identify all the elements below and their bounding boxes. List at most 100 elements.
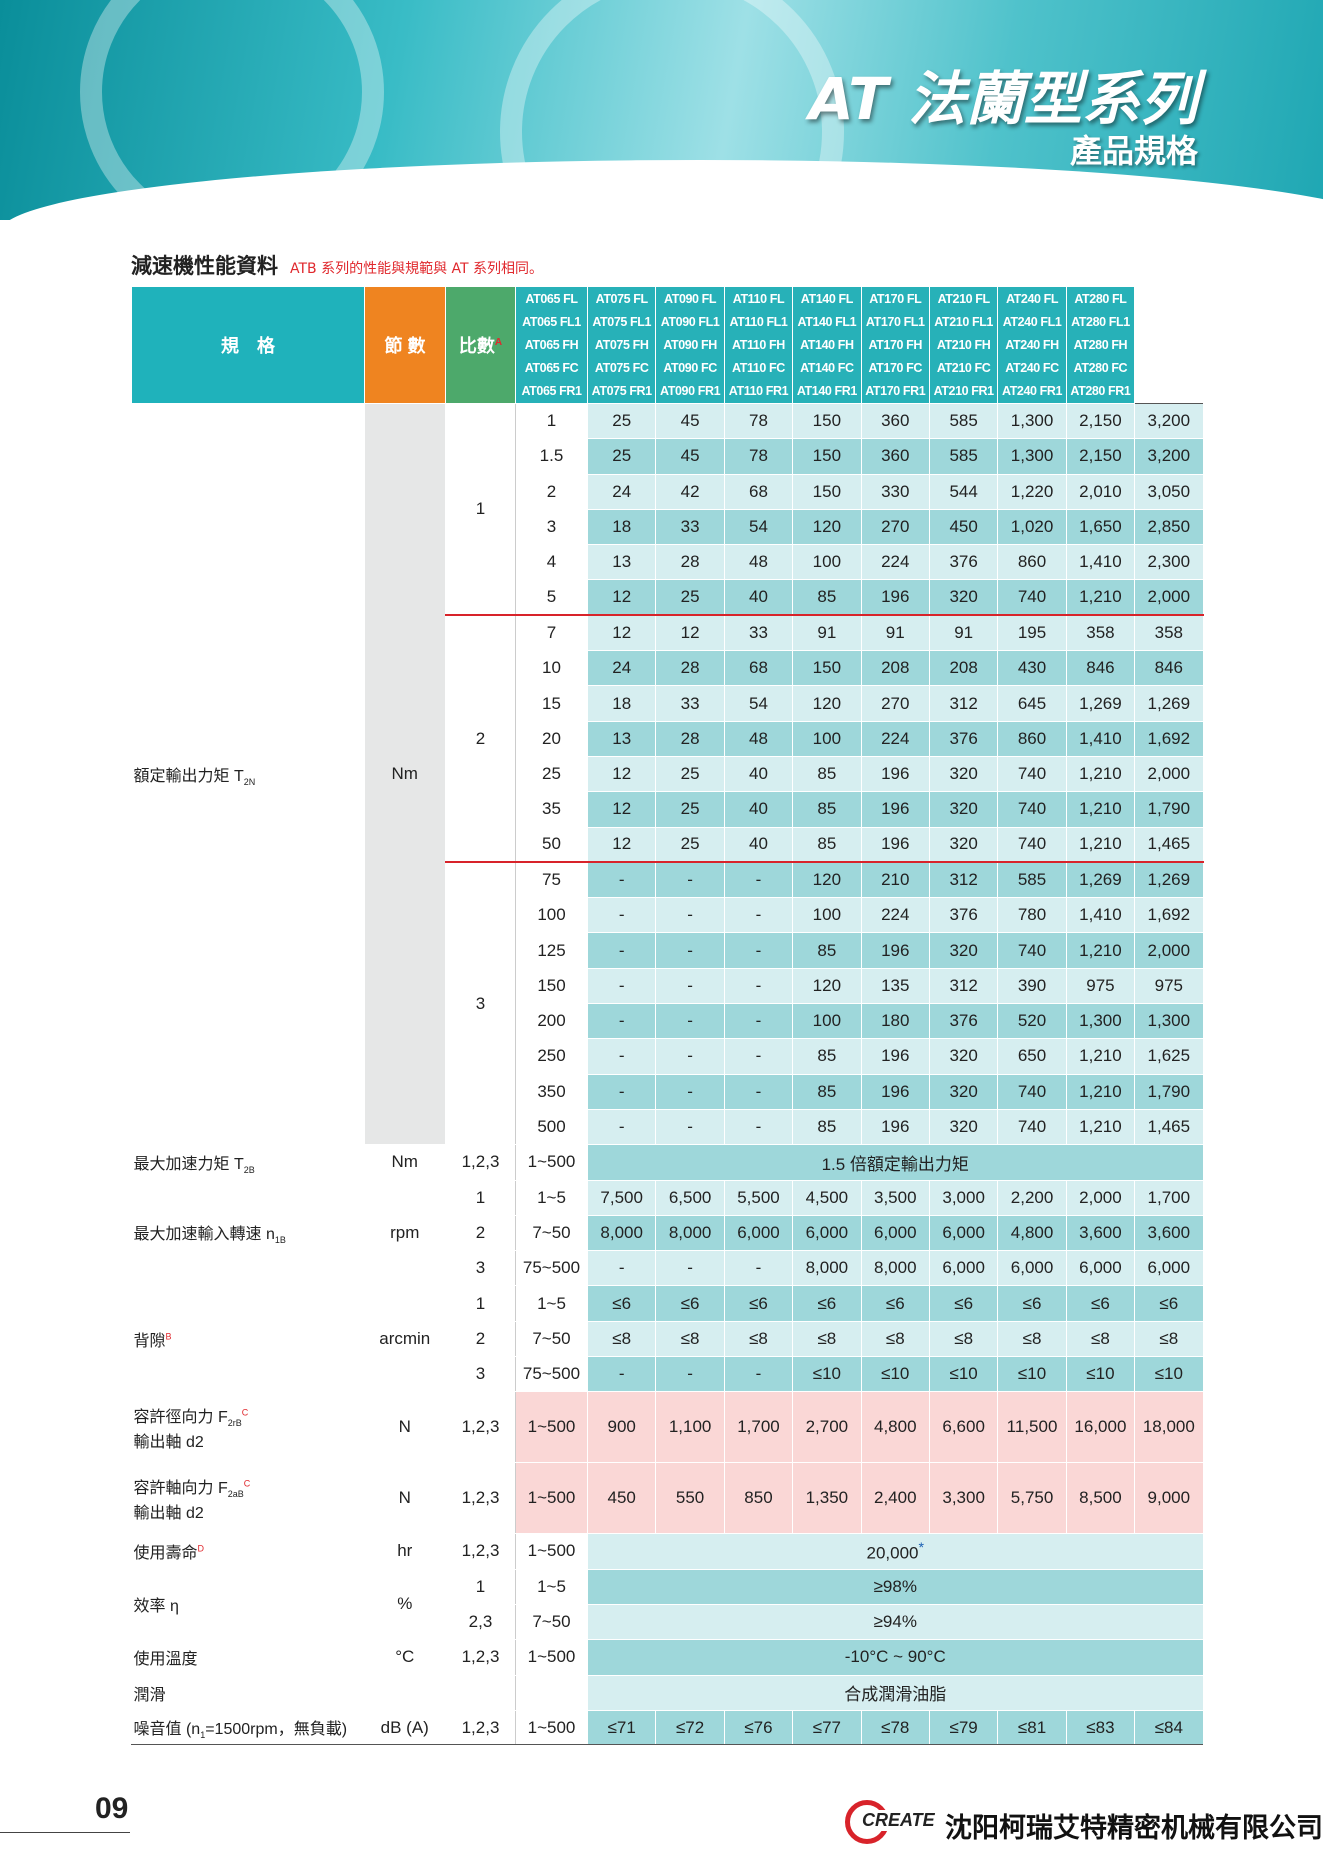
row-label: 使用溫度	[131, 1639, 365, 1676]
model-name: AT170 FL	[869, 291, 922, 306]
value-cell: 846	[1066, 650, 1136, 687]
value-cell: 85	[792, 756, 862, 793]
value-cell: 150	[792, 650, 862, 687]
ratio: 3	[515, 509, 588, 546]
model-name: AT140 FR1	[796, 383, 857, 398]
model-name: AT240 FC	[1005, 360, 1059, 375]
ratio: 7~50	[515, 1215, 588, 1252]
value-cell: 208	[929, 650, 999, 687]
ratio: 25	[515, 756, 588, 793]
label-text: 最大加速輸入轉速 n	[133, 1226, 275, 1244]
value-cell: -	[655, 1038, 725, 1075]
span-text: 合成潤滑油脂	[844, 1685, 947, 1705]
spec-table: 規 格節 數比數A AT065 FL AT065 FL1 AT065 FH AT065 …	[131, 286, 1204, 1747]
model-name: AT090 FC	[663, 360, 717, 375]
value-cell: 312	[929, 685, 999, 722]
value-cell: 376	[929, 544, 999, 581]
stage: 2	[445, 614, 516, 863]
value-cell: ≤76	[724, 1709, 794, 1747]
span-text: 20,000	[866, 1543, 919, 1563]
model-name: AT280 FH	[1073, 337, 1128, 352]
model-name: AT110 FC	[732, 360, 785, 375]
value-cell: 1,410	[1066, 897, 1136, 934]
table-row: 潤滑 合成潤滑油脂	[131, 1674, 1204, 1711]
value-cell: 85	[792, 579, 862, 616]
value-cell: 100	[792, 1003, 862, 1040]
value-cell: ≤83	[1066, 1709, 1136, 1747]
footnote-mark: B	[165, 1331, 172, 1342]
model-name: AT140 FL1	[797, 314, 857, 329]
value-cell: ≤6	[997, 1285, 1067, 1322]
table-row: 額定輸出力矩 T2N Nm 1 1 25 45 78 150 360 585 1,300 2,150 3…	[131, 402, 1204, 1146]
value-cell: 25	[655, 827, 725, 863]
label-subscript: 2N	[243, 776, 256, 787]
value-cell: 2,400	[861, 1462, 930, 1535]
model-name: AT090 FR1	[660, 383, 721, 398]
table-row: 150- - -120 135 312 390 975 975	[132, 968, 1204, 1005]
value-cell: 18	[587, 509, 657, 546]
model-name: AT280 FL	[1074, 291, 1127, 306]
table-row: 500- - -85 196 320 740 1,210 1,465	[132, 1109, 1204, 1146]
stage: 1	[445, 1179, 516, 1216]
label-text: 效率 η	[133, 1598, 179, 1616]
value-cell: 28	[655, 544, 725, 581]
value-cell: 740	[997, 932, 1067, 969]
value-cell: 1,700	[1134, 1179, 1204, 1216]
value-cell: ≤10	[792, 1356, 862, 1393]
stage: 1,2,3	[445, 1391, 516, 1464]
value-cell: 1,625	[1134, 1038, 1204, 1075]
value-cell: ≤6	[587, 1285, 657, 1322]
value-cell: 4,500	[792, 1179, 862, 1216]
value-cell: 1,300	[997, 438, 1067, 475]
value-cell: -	[587, 1003, 657, 1040]
label-text: 額定輸出力矩 T	[133, 767, 244, 785]
value-cell: 320	[929, 827, 999, 863]
value-cell: -	[724, 1003, 794, 1040]
value-cell: -	[655, 1250, 725, 1287]
value-cell: 1,269	[1066, 861, 1136, 899]
value-cell: ≤6	[655, 1285, 725, 1322]
value-cell: ≤6	[1134, 1285, 1204, 1322]
label-text: 噪音值 (n	[133, 1721, 201, 1739]
value-cell: -	[655, 968, 725, 1005]
model-name: AT140 FL	[800, 291, 854, 306]
model-header: AT065 FL AT065 FL1 AT065 FH AT065 FC AT065 F…	[515, 286, 588, 404]
value-cell: 860	[997, 544, 1067, 581]
value-cell: 376	[929, 1003, 999, 1040]
table-row: 2 7~50 8,000 8,000 6,000 6,000 6,000 6,000 4,800…	[132, 1215, 1204, 1252]
ratio	[515, 1674, 588, 1711]
value-cell: 740	[997, 1109, 1067, 1146]
value-cell: 1,790	[1134, 1074, 1204, 1110]
stage: 3	[445, 861, 516, 1146]
value-cell: ≤8	[587, 1321, 657, 1358]
value-cell: 85	[792, 932, 862, 969]
value-cell: 3,600	[1066, 1215, 1136, 1252]
value-cell: 4,800	[861, 1391, 930, 1464]
label-text: 使用溫度	[133, 1651, 198, 1669]
value-cell: 450	[929, 509, 999, 546]
model-name: AT170 FL1	[865, 314, 925, 329]
ratio: 1~5	[515, 1285, 588, 1322]
value-cell: 650	[997, 1038, 1067, 1075]
model-name: AT065 FL	[525, 291, 578, 306]
table-row: 容許軸向力 F2aBC 輸出軸 d2 N 1,2,3 1~500 450 550 850 1,3…	[131, 1462, 1204, 1535]
value-cell: ≤6	[792, 1285, 862, 1322]
span-cell: 1.5 倍額定輸出力矩	[587, 1144, 1204, 1181]
value-cell: 1,790	[1134, 791, 1204, 828]
table-row: 50 12 25 40 85 196 320 740 1,210 1,465	[132, 827, 1204, 863]
value-cell: 390	[997, 968, 1067, 1005]
unit: °C	[364, 1639, 446, 1676]
value-cell: 1,210	[1066, 756, 1136, 793]
stage: 1,2,3	[445, 1533, 516, 1570]
model-name: AT065 FC	[524, 360, 579, 375]
value-cell: ≤10	[1066, 1356, 1136, 1393]
span-cell: 合成潤滑油脂	[587, 1674, 1204, 1711]
value-cell: ≤8	[1066, 1321, 1136, 1358]
value-cell: 585	[929, 402, 999, 440]
value-cell: 68	[724, 474, 794, 510]
value-cell: 5,500	[724, 1179, 794, 1216]
value-cell: 25	[655, 756, 725, 793]
value-cell: 8,000	[587, 1215, 657, 1252]
stage: 1	[445, 1285, 516, 1322]
label-subscript: 2aB	[227, 1488, 244, 1499]
